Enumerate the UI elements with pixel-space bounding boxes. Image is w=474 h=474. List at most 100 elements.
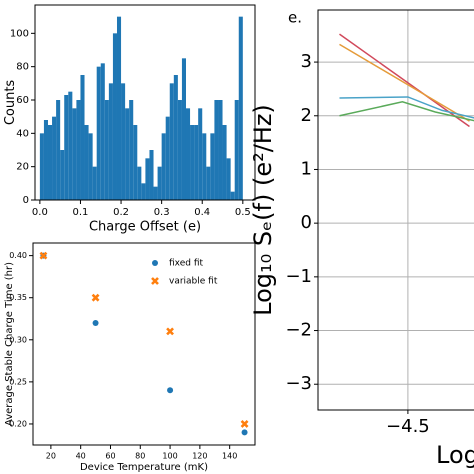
bar bbox=[56, 100, 61, 200]
bar bbox=[202, 133, 207, 200]
x-axis-label: Device Temperature (mK) bbox=[80, 462, 208, 473]
y-axis-label: Log₁₀ Sₑ(f) (e²/Hz) bbox=[249, 104, 277, 316]
bar bbox=[112, 33, 117, 201]
y-tick-label: −2 bbox=[285, 320, 312, 341]
bar bbox=[190, 125, 195, 200]
bar bbox=[39, 133, 44, 200]
marker bbox=[92, 319, 99, 326]
bar bbox=[100, 63, 105, 201]
x-tick-label: −4.5 bbox=[386, 416, 430, 437]
bar bbox=[68, 91, 73, 200]
bar bbox=[157, 166, 162, 200]
bar bbox=[88, 133, 93, 200]
bar bbox=[43, 120, 48, 200]
axes-frame bbox=[317, 9, 474, 411]
bar bbox=[234, 100, 239, 200]
y-tick-label: 0 bbox=[301, 212, 312, 233]
legend-marker bbox=[151, 277, 159, 285]
y-tick-label: 80 bbox=[16, 62, 29, 73]
y-tick-label: 0 bbox=[23, 195, 29, 206]
bar bbox=[218, 100, 223, 200]
x-tick-label: 60 bbox=[105, 451, 115, 460]
bar bbox=[161, 133, 166, 200]
marker bbox=[166, 327, 174, 336]
y-tick-label: 60 bbox=[16, 95, 29, 106]
x-tick-label: 0.1 bbox=[73, 207, 89, 218]
bar bbox=[210, 133, 215, 200]
bar bbox=[129, 100, 134, 200]
bar bbox=[137, 166, 142, 200]
bar bbox=[64, 95, 69, 200]
bar bbox=[230, 191, 235, 200]
bar bbox=[177, 100, 182, 200]
x-axis-label: Charge Offset (e) bbox=[89, 220, 201, 235]
x-axis-label: Log bbox=[436, 441, 474, 469]
bar bbox=[194, 125, 199, 200]
y-tick-label: 20 bbox=[16, 162, 29, 173]
bar bbox=[133, 125, 138, 200]
bar bbox=[238, 16, 243, 200]
line bbox=[339, 101, 474, 122]
axes-frame bbox=[34, 4, 256, 201]
axes-frame bbox=[32, 242, 256, 446]
bar bbox=[145, 158, 150, 200]
bar bbox=[116, 16, 122, 200]
y-tick-label: 0.35 bbox=[9, 293, 27, 302]
bar bbox=[47, 125, 53, 200]
bar bbox=[96, 66, 101, 201]
bar bbox=[60, 150, 65, 200]
y-tick-label: 3 bbox=[301, 51, 312, 72]
bar bbox=[72, 108, 77, 200]
y-tick-label: 100 bbox=[10, 28, 29, 39]
y-tick-label: 0.40 bbox=[9, 251, 27, 260]
panel-label: e. bbox=[288, 9, 302, 27]
bar bbox=[121, 83, 126, 200]
bar bbox=[198, 108, 203, 200]
y-axis-label: Average Stable Charge Time (hr) bbox=[4, 262, 15, 426]
y-tick-label: 0.20 bbox=[9, 419, 27, 428]
bar bbox=[108, 83, 113, 200]
marker bbox=[91, 293, 100, 302]
x-tick-label: 80 bbox=[135, 451, 145, 460]
bar bbox=[92, 166, 97, 200]
y-tick-label: 40 bbox=[16, 128, 29, 139]
marker bbox=[240, 420, 249, 428]
legend-marker bbox=[152, 260, 158, 266]
bar bbox=[169, 83, 174, 200]
x-tick-label: 120 bbox=[192, 451, 207, 460]
y-axis-label: Counts bbox=[3, 80, 18, 126]
marker bbox=[167, 387, 174, 394]
bar bbox=[104, 100, 109, 200]
marker bbox=[241, 429, 248, 436]
bar bbox=[153, 186, 158, 200]
y-tick-label: 1 bbox=[301, 158, 312, 179]
bar bbox=[165, 116, 170, 200]
x-tick-label: 0.5 bbox=[235, 207, 251, 218]
marker bbox=[39, 251, 48, 260]
bar bbox=[149, 150, 154, 200]
bar bbox=[173, 75, 178, 200]
x-tick-label: 0.2 bbox=[113, 207, 129, 218]
y-tick-label: 2 bbox=[301, 105, 312, 126]
x-tick-label: 0.3 bbox=[154, 207, 170, 218]
y-tick-label: −3 bbox=[285, 373, 312, 394]
x-tick-label: 100 bbox=[162, 451, 177, 460]
x-tick-label: 20 bbox=[46, 451, 56, 460]
x-tick-label: 0.0 bbox=[32, 207, 48, 218]
bar bbox=[226, 158, 231, 200]
line bbox=[339, 96, 474, 119]
x-tick-label: 140 bbox=[222, 451, 237, 460]
x-tick-label: 40 bbox=[76, 451, 86, 460]
legend-label: variable fit bbox=[169, 277, 218, 287]
bar bbox=[214, 100, 219, 200]
y-tick-label: 0.25 bbox=[9, 377, 27, 386]
bar bbox=[206, 166, 211, 200]
y-tick-label: 0.30 bbox=[9, 335, 27, 344]
bar bbox=[125, 108, 130, 200]
bar bbox=[80, 75, 85, 200]
bar bbox=[141, 183, 146, 200]
bar bbox=[52, 116, 57, 200]
bar bbox=[76, 100, 81, 200]
y-tick-label: −1 bbox=[285, 266, 312, 287]
